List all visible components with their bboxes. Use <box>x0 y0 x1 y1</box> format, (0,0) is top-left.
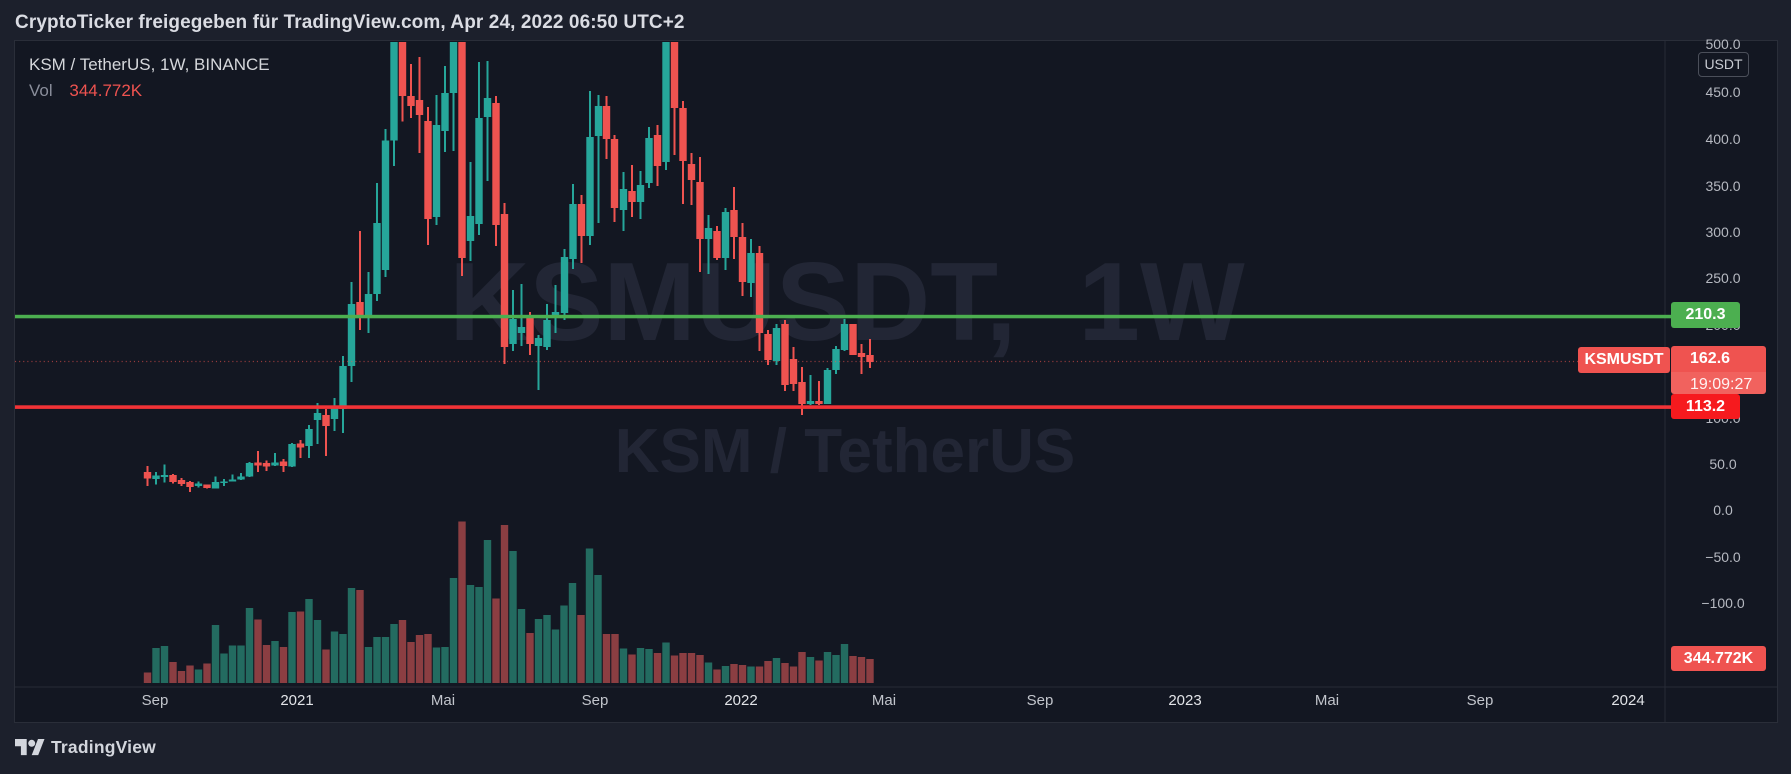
svg-text:KSM / TetherUS: KSM / TetherUS <box>615 417 1075 486</box>
